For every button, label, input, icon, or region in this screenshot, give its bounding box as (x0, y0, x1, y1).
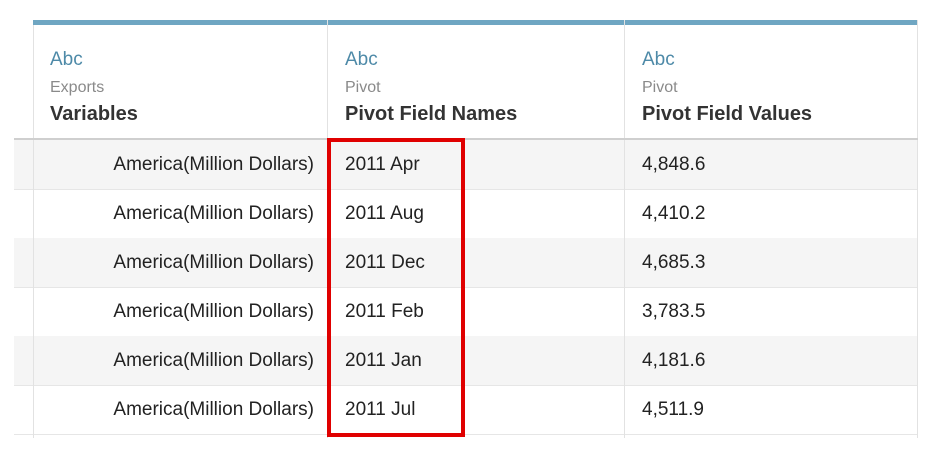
cell-pivot-field-name[interactable]: 2011 Jan (345, 350, 422, 371)
column-header-pivot-field-names[interactable]: Abc Pivot Pivot Field Names (328, 20, 624, 138)
cell-pivot-field-name[interactable]: 2011 Apr (345, 154, 420, 175)
table-row[interactable] (14, 336, 918, 386)
source-label: Pivot (642, 79, 678, 96)
column-header-variables[interactable]: Abc Exports Variables (33, 20, 327, 138)
cell-pivot-field-value[interactable]: 4,511.9 (642, 399, 704, 420)
cell-pivot-field-value[interactable]: 4,181.6 (642, 350, 706, 371)
cell-variable[interactable]: America(Million Dollars) (113, 154, 314, 175)
cell-pivot-field-name[interactable]: 2011 Aug (345, 203, 424, 224)
table-row[interactable] (14, 385, 918, 435)
column-pivot-field-names: Abc Pivot Pivot Field Names (328, 20, 625, 438)
field-name: Pivot Field Names (345, 103, 518, 125)
field-name: Pivot Field Values (642, 103, 813, 125)
cell-pivot-field-name[interactable]: 2011 Jul (345, 399, 416, 420)
column-pivot-field-values: Abc Pivot Pivot Field Values (625, 20, 918, 438)
table-row[interactable] (14, 238, 918, 288)
data-type-label: Abc (345, 49, 378, 70)
cell-pivot-field-name[interactable]: 2011 Dec (345, 252, 425, 273)
data-grid: Abc Exports Variables Abc Pivot Pivot Fi… (14, 20, 918, 438)
cell-pivot-field-value[interactable]: 4,410.2 (642, 203, 706, 224)
cell-variable[interactable]: America(Million Dollars) (113, 399, 314, 420)
field-name: Variables (50, 103, 138, 125)
cell-pivot-field-value[interactable]: 4,685.3 (642, 252, 706, 273)
source-label: Pivot (345, 79, 381, 96)
cell-variable[interactable]: America(Million Dollars) (113, 252, 314, 273)
data-type-label: Abc (50, 49, 83, 70)
cell-pivot-field-value[interactable]: 4,848.6 (642, 154, 706, 175)
cell-variable[interactable]: America(Million Dollars) (113, 350, 314, 371)
data-type-label: Abc (642, 49, 675, 70)
cell-pivot-field-name[interactable]: 2011 Feb (345, 301, 424, 322)
column-header-pivot-field-values[interactable]: Abc Pivot Pivot Field Values (625, 20, 917, 138)
table-row[interactable] (14, 140, 918, 190)
row-number-column (14, 20, 34, 438)
header-divider (14, 138, 918, 140)
cell-pivot-field-value[interactable]: 3,783.5 (642, 301, 706, 322)
cell-variable[interactable]: America(Million Dollars) (113, 301, 314, 322)
source-label: Exports (50, 79, 105, 96)
cell-variable[interactable]: America(Million Dollars) (113, 203, 314, 224)
